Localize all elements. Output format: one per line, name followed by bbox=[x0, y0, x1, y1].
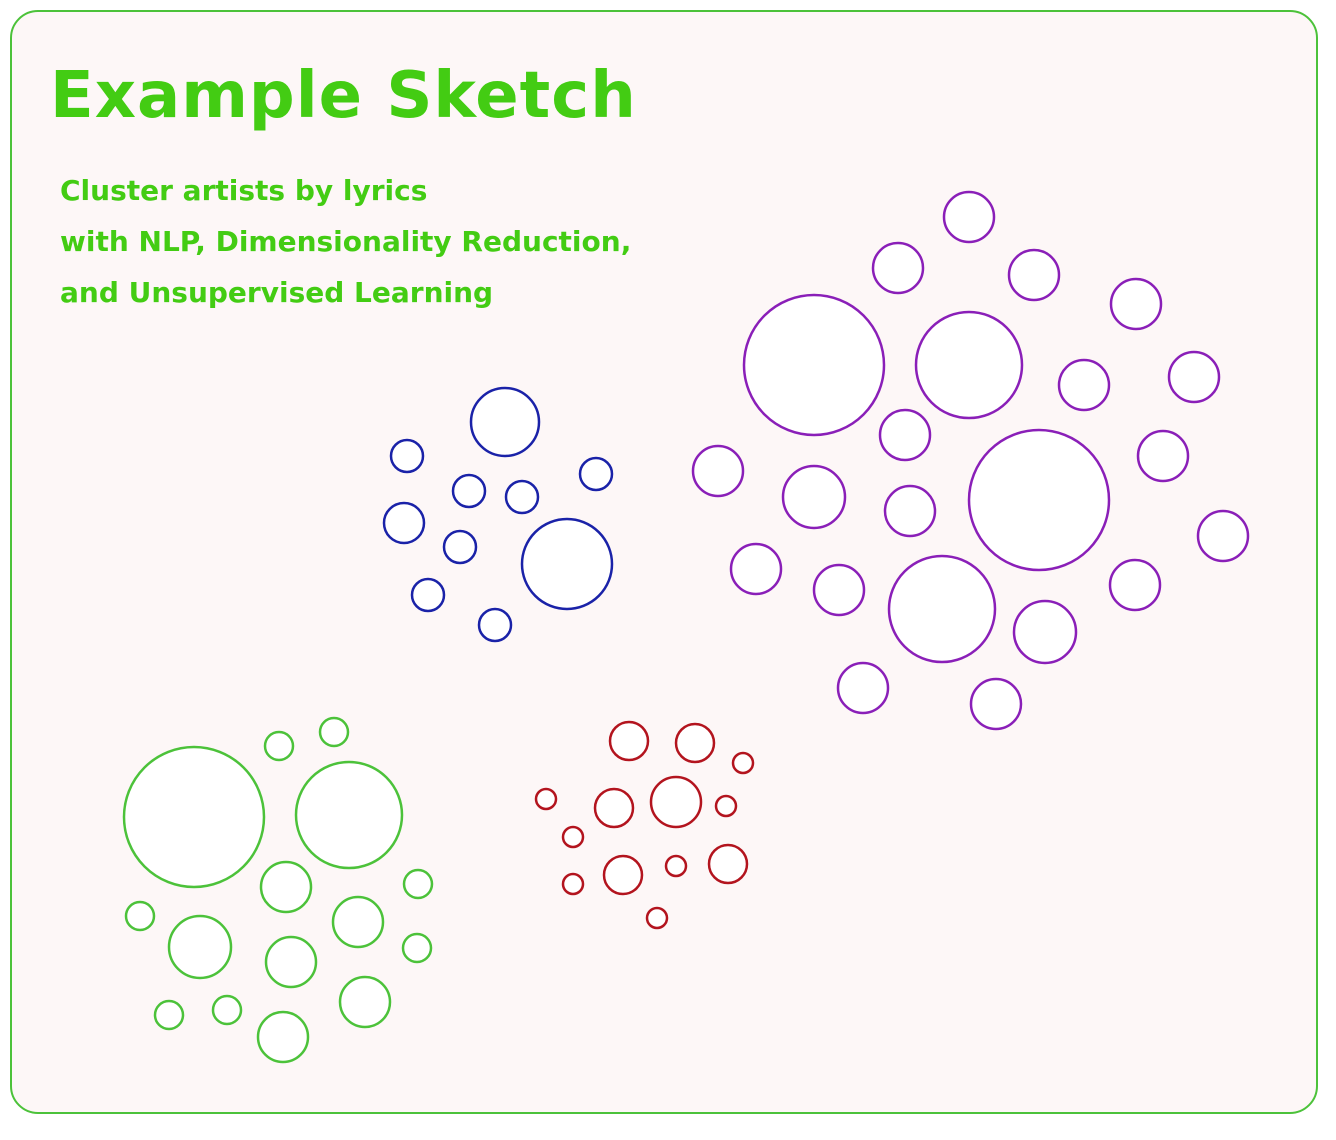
artist-bubble-red bbox=[649, 775, 703, 829]
artist-bubble-green bbox=[331, 895, 385, 949]
artist-bubble-green bbox=[122, 745, 266, 889]
subtitle-line: and Unsupervised Learning bbox=[60, 276, 494, 309]
artist-bubble-green bbox=[167, 914, 233, 980]
artist-bubble-purple bbox=[742, 293, 886, 437]
artist-bubble-purple bbox=[942, 190, 996, 244]
artist-bubble-blue bbox=[520, 517, 614, 611]
artist-bubble-red bbox=[674, 722, 716, 764]
artist-bubble-blue bbox=[442, 529, 478, 565]
artist-bubble-purple bbox=[967, 428, 1111, 572]
artist-bubble-purple bbox=[883, 484, 937, 538]
artist-bubble-purple bbox=[781, 464, 847, 530]
subtitle-line: Cluster artists by lyrics bbox=[60, 174, 428, 207]
artist-bubble-red bbox=[602, 854, 644, 896]
artist-bubble-purple bbox=[1196, 509, 1250, 563]
artist-bubble-blue bbox=[469, 386, 541, 458]
artist-bubble-purple bbox=[1167, 350, 1221, 404]
artist-bubble-blue bbox=[410, 577, 446, 613]
artist-bubble-purple bbox=[729, 542, 783, 596]
subtitle-line: with NLP, Dimensionality Reduction, bbox=[60, 225, 632, 258]
artist-bubble-red bbox=[534, 787, 558, 811]
artist-bubble-blue bbox=[578, 456, 614, 492]
artist-bubble-blue bbox=[504, 479, 540, 515]
artist-bubble-purple bbox=[914, 310, 1024, 420]
artist-bubble-green bbox=[124, 900, 156, 932]
artist-bubble-purple bbox=[1007, 248, 1061, 302]
artist-bubble-red bbox=[714, 794, 738, 818]
artist-bubble-blue bbox=[451, 473, 487, 509]
artist-bubble-purple bbox=[691, 444, 745, 498]
artist-bubble-red bbox=[608, 720, 650, 762]
artist-bubble-green bbox=[318, 716, 350, 748]
artist-bubble-purple bbox=[1108, 558, 1162, 612]
artist-bubble-green bbox=[263, 730, 295, 762]
artist-bubble-purple bbox=[878, 408, 932, 462]
artist-bubble-red bbox=[561, 825, 585, 849]
page-title: Example Sketch bbox=[50, 59, 637, 133]
artist-bubble-green bbox=[211, 994, 243, 1026]
artist-bubble-purple bbox=[1136, 429, 1190, 483]
artist-bubble-blue bbox=[389, 438, 425, 474]
sketch-card bbox=[10, 10, 1318, 1114]
artist-bubble-green bbox=[338, 975, 392, 1029]
artist-bubble-green bbox=[294, 760, 404, 870]
artist-bubble-green bbox=[153, 999, 185, 1031]
artist-bubble-blue bbox=[477, 607, 513, 643]
artist-bubble-purple bbox=[1012, 599, 1078, 665]
artist-bubble-green bbox=[402, 868, 434, 900]
artist-bubble-blue bbox=[382, 501, 426, 545]
artist-bubble-red bbox=[731, 751, 755, 775]
artist-bubble-purple bbox=[969, 677, 1023, 731]
artist-bubble-green bbox=[259, 860, 313, 914]
artist-bubble-green bbox=[401, 932, 433, 964]
artist-bubble-purple bbox=[871, 241, 925, 295]
artist-bubble-purple bbox=[1109, 277, 1163, 331]
artist-bubble-red bbox=[593, 787, 635, 829]
artist-bubble-red bbox=[664, 854, 688, 878]
artist-bubble-purple bbox=[887, 554, 997, 664]
subtitle: Cluster artists by lyrics with NLP, Dime… bbox=[60, 165, 631, 318]
artist-bubble-red bbox=[561, 872, 585, 896]
artist-bubble-green bbox=[256, 1010, 310, 1064]
artist-bubble-purple bbox=[1057, 358, 1111, 412]
artist-bubble-green bbox=[264, 935, 318, 989]
artist-bubble-purple bbox=[836, 661, 890, 715]
artist-bubble-red bbox=[707, 843, 749, 885]
artist-bubble-purple bbox=[812, 563, 866, 617]
artist-bubble-red bbox=[645, 906, 669, 930]
